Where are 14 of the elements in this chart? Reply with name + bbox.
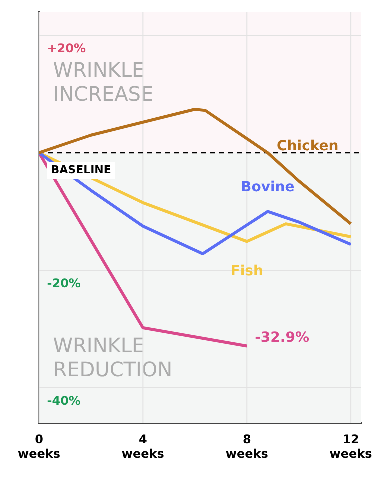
- series-label: Chicken: [277, 138, 339, 155]
- band-label: WRINKLE REDUCTION: [53, 333, 173, 382]
- ref-line-label: BASELINE: [51, 163, 112, 176]
- x-tick-label: 8 weeks: [226, 432, 268, 461]
- series-label: Bovine: [241, 179, 295, 196]
- x-tick-label: 12 weeks: [330, 432, 372, 461]
- y-tick-label: -20%: [47, 276, 81, 291]
- annotation: -32.9%: [255, 330, 310, 346]
- y-tick-label: +20%: [47, 42, 86, 56]
- band-label: WRINKLE INCREASE: [53, 58, 154, 106]
- x-tick-label: 4 weeks: [122, 432, 164, 461]
- y-tick-label: -40%: [47, 394, 81, 408]
- x-tick-label: 0 weeks: [18, 432, 60, 461]
- series-label: Fish: [230, 263, 264, 280]
